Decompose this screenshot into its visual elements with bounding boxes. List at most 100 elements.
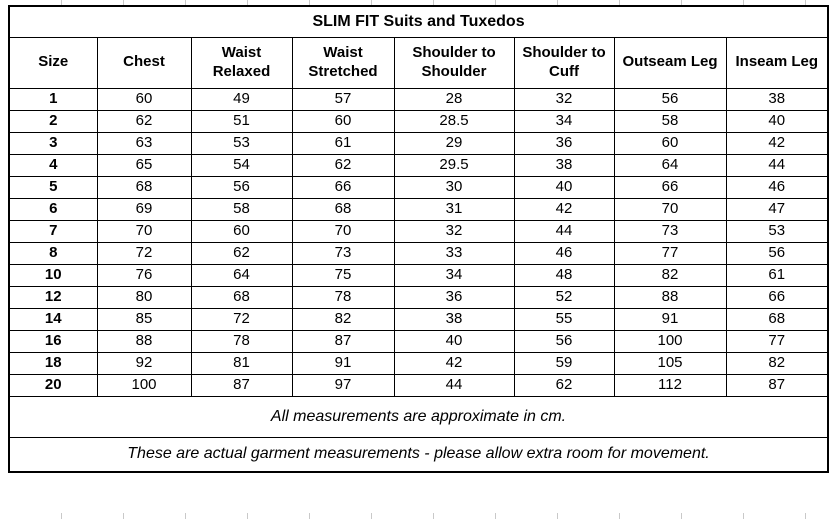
- measurement-cell-chest: 65: [96, 153, 192, 177]
- spreadsheet-gridlines-bottom: [0, 513, 832, 519]
- measurement-cell-inseam-leg: 87: [725, 373, 829, 397]
- table-row: 18 92 81 91 42 59 105 82: [8, 351, 829, 375]
- measurement-cell-shoulder-to-cuff: 34: [513, 109, 615, 133]
- column-header-waist-relaxed: Waist Relaxed: [190, 36, 293, 89]
- measurement-cell-inseam-leg: 47: [725, 197, 829, 221]
- measurement-cell-shoulder-to-shoulder: 30: [393, 175, 515, 199]
- measurement-cell-shoulder-to-shoulder: 42: [393, 351, 515, 375]
- measurement-cell-shoulder-to-shoulder: 40: [393, 329, 515, 353]
- measurement-cell-chest: 80: [96, 285, 192, 309]
- measurement-cell-shoulder-to-cuff: 62: [513, 373, 615, 397]
- measurement-cell-waist-stretched: 82: [291, 307, 395, 331]
- measurement-cell-waist-relaxed: 62: [190, 241, 293, 265]
- column-header-shoulder-to-shoulder: Shoulder to Shoulder: [393, 36, 515, 89]
- measurement-cell-waist-stretched: 97: [291, 373, 395, 397]
- column-header-chest: Chest: [96, 36, 192, 89]
- measurement-cell-inseam-leg: 38: [725, 87, 829, 111]
- measurement-cell-outseam-leg: 60: [613, 131, 727, 155]
- measurement-cell-shoulder-to-shoulder: 44: [393, 373, 515, 397]
- measurement-cell-outseam-leg: 56: [613, 87, 727, 111]
- size-cell: 3: [8, 131, 98, 155]
- measurement-cell-waist-relaxed: 54: [190, 153, 293, 177]
- measurement-cell-waist-stretched: 75: [291, 263, 395, 287]
- measurement-cell-shoulder-to-shoulder: 29: [393, 131, 515, 155]
- measurement-cell-waist-relaxed: 60: [190, 219, 293, 243]
- measurement-cell-shoulder-to-cuff: 32: [513, 87, 615, 111]
- measurement-cell-waist-relaxed: 87: [190, 373, 293, 397]
- size-cell: 10: [8, 263, 98, 287]
- measurement-cell-shoulder-to-shoulder: 29.5: [393, 153, 515, 177]
- measurement-cell-waist-relaxed: 53: [190, 131, 293, 155]
- measurement-cell-outseam-leg: 77: [613, 241, 727, 265]
- note-garment-measurements: These are actual garment measurements - …: [8, 436, 829, 473]
- measurement-cell-waist-relaxed: 81: [190, 351, 293, 375]
- measurement-cell-inseam-leg: 53: [725, 219, 829, 243]
- table-row: 5 68 56 66 30 40 66 46: [8, 175, 829, 199]
- measurement-cell-waist-stretched: 62: [291, 153, 395, 177]
- size-cell: 2: [8, 109, 98, 133]
- measurement-cell-waist-relaxed: 72: [190, 307, 293, 331]
- table-row: 16 88 78 87 40 56 100 77: [8, 329, 829, 353]
- table-row: 7 70 60 70 32 44 73 53: [8, 219, 829, 243]
- measurement-cell-shoulder-to-shoulder: 38: [393, 307, 515, 331]
- table-row: 10 76 64 75 34 48 82 61: [8, 263, 829, 287]
- measurement-cell-shoulder-to-cuff: 52: [513, 285, 615, 309]
- measurement-cell-waist-relaxed: 51: [190, 109, 293, 133]
- measurement-cell-shoulder-to-shoulder: 33: [393, 241, 515, 265]
- column-header-outseam-leg: Outseam Leg: [613, 36, 727, 89]
- measurement-cell-inseam-leg: 42: [725, 131, 829, 155]
- measurement-cell-inseam-leg: 44: [725, 153, 829, 177]
- measurement-cell-chest: 85: [96, 307, 192, 331]
- measurement-rows: 1 60 49 57 28 32 56 38 2 62 51 60 28.5 34 58 40 3 63 53 61 2…: [8, 87, 829, 397]
- measurement-cell-shoulder-to-shoulder: 34: [393, 263, 515, 287]
- measurement-cell-inseam-leg: 68: [725, 307, 829, 331]
- measurement-cell-outseam-leg: 100: [613, 329, 727, 353]
- table-row: 2 62 51 60 28.5 34 58 40: [8, 109, 829, 133]
- measurement-cell-chest: 88: [96, 329, 192, 353]
- measurement-cell-shoulder-to-shoulder: 31: [393, 197, 515, 221]
- measurement-cell-shoulder-to-cuff: 36: [513, 131, 615, 155]
- measurement-cell-inseam-leg: 82: [725, 351, 829, 375]
- measurement-cell-outseam-leg: 112: [613, 373, 727, 397]
- measurement-cell-outseam-leg: 66: [613, 175, 727, 199]
- table-row: 12 80 68 78 36 52 88 66: [8, 285, 829, 309]
- measurement-cell-shoulder-to-cuff: 59: [513, 351, 615, 375]
- measurement-cell-waist-relaxed: 68: [190, 285, 293, 309]
- column-header-size: Size: [8, 36, 98, 89]
- size-cell: 7: [8, 219, 98, 243]
- measurement-cell-waist-stretched: 70: [291, 219, 395, 243]
- measurement-cell-chest: 63: [96, 131, 192, 155]
- size-cell: 14: [8, 307, 98, 331]
- measurement-cell-waist-relaxed: 78: [190, 329, 293, 353]
- size-cell: 6: [8, 197, 98, 221]
- measurement-cell-inseam-leg: 61: [725, 263, 829, 287]
- measurement-cell-shoulder-to-shoulder: 28.5: [393, 109, 515, 133]
- table-row: 1 60 49 57 28 32 56 38: [8, 87, 829, 111]
- table-title: SLIM FIT Suits and Tuxedos: [8, 5, 829, 38]
- table-row: 20 100 87 97 44 62 112 87: [8, 373, 829, 397]
- table-row: 3 63 53 61 29 36 60 42: [8, 131, 829, 155]
- measurement-cell-inseam-leg: 46: [725, 175, 829, 199]
- measurement-cell-outseam-leg: 70: [613, 197, 727, 221]
- table-row: 8 72 62 73 33 46 77 56: [8, 241, 829, 265]
- size-cell: 12: [8, 285, 98, 309]
- measurement-cell-shoulder-to-cuff: 44: [513, 219, 615, 243]
- measurement-cell-chest: 100: [96, 373, 192, 397]
- measurement-cell-chest: 76: [96, 263, 192, 287]
- note-row-garment: These are actual garment measurements - …: [8, 436, 829, 473]
- measurement-cell-waist-relaxed: 58: [190, 197, 293, 221]
- measurement-cell-inseam-leg: 40: [725, 109, 829, 133]
- column-header-inseam-leg: Inseam Leg: [725, 36, 829, 89]
- measurement-cell-waist-stretched: 91: [291, 351, 395, 375]
- measurement-cell-shoulder-to-shoulder: 36: [393, 285, 515, 309]
- measurement-cell-waist-relaxed: 49: [190, 87, 293, 111]
- measurement-cell-chest: 60: [96, 87, 192, 111]
- measurement-cell-waist-stretched: 61: [291, 131, 395, 155]
- measurement-cell-shoulder-to-cuff: 55: [513, 307, 615, 331]
- note-measurements-approximate: All measurements are approximate in cm.: [8, 395, 829, 438]
- measurement-cell-waist-relaxed: 56: [190, 175, 293, 199]
- size-cell: 8: [8, 241, 98, 265]
- table-row: 6 69 58 68 31 42 70 47: [8, 197, 829, 221]
- table-row: 14 85 72 82 38 55 91 68: [8, 307, 829, 331]
